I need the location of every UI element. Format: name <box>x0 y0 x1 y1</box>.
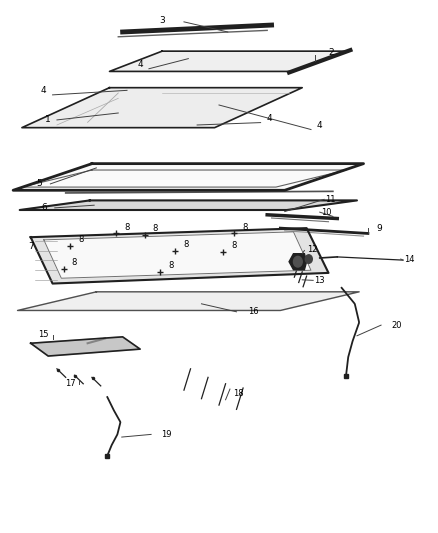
Circle shape <box>293 256 302 267</box>
Text: 3: 3 <box>159 16 165 25</box>
Text: 8: 8 <box>243 223 248 231</box>
Text: 4: 4 <box>267 114 272 123</box>
Text: 8: 8 <box>232 241 237 249</box>
Text: 4: 4 <box>41 86 46 95</box>
Polygon shape <box>289 254 307 270</box>
Text: 7: 7 <box>28 242 34 251</box>
Polygon shape <box>31 228 328 284</box>
Text: 20: 20 <box>391 321 402 329</box>
Polygon shape <box>13 164 364 190</box>
Text: 12: 12 <box>307 245 318 254</box>
Text: 2: 2 <box>328 48 333 56</box>
Polygon shape <box>20 200 357 210</box>
Text: 6: 6 <box>41 204 47 212</box>
Text: 8: 8 <box>72 259 77 267</box>
Text: 16: 16 <box>248 308 258 316</box>
Text: 8: 8 <box>153 224 158 233</box>
Text: 11: 11 <box>325 195 336 204</box>
Text: 8: 8 <box>184 240 189 248</box>
Polygon shape <box>31 337 140 356</box>
Polygon shape <box>18 292 359 310</box>
Text: 19: 19 <box>161 430 172 439</box>
Text: 18: 18 <box>233 389 244 398</box>
Text: 10: 10 <box>321 208 332 216</box>
Text: 4: 4 <box>138 60 143 69</box>
Text: 8: 8 <box>78 236 84 244</box>
Circle shape <box>305 255 312 263</box>
Text: 4: 4 <box>317 121 322 130</box>
Text: 5: 5 <box>36 180 42 188</box>
Text: 13: 13 <box>314 276 325 285</box>
Text: 15: 15 <box>39 330 49 339</box>
Text: 9: 9 <box>376 224 382 232</box>
Polygon shape <box>44 232 311 278</box>
Text: 1: 1 <box>45 116 51 124</box>
Text: 17: 17 <box>65 379 75 388</box>
Polygon shape <box>22 87 302 127</box>
Polygon shape <box>110 51 346 71</box>
Text: 8: 8 <box>168 261 173 270</box>
Text: 14: 14 <box>404 255 415 263</box>
Text: 8: 8 <box>124 223 130 231</box>
